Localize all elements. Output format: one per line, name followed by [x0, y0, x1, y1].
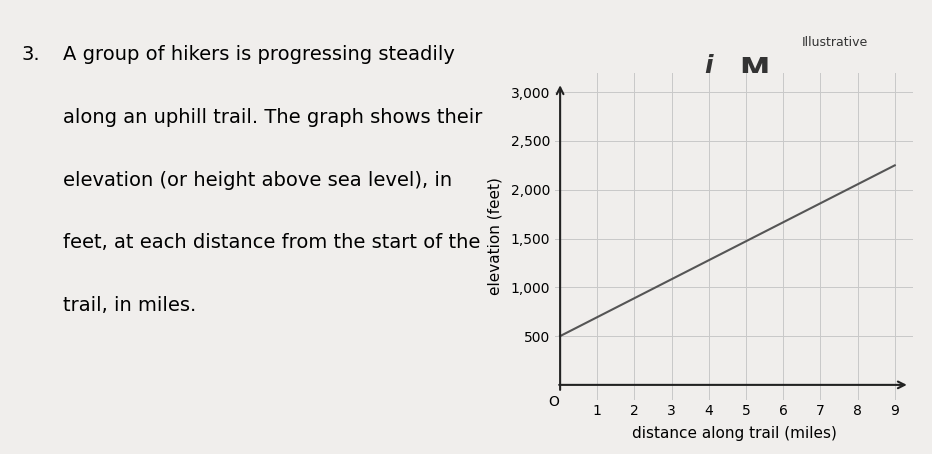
- Text: Illustrative: Illustrative: [802, 35, 868, 49]
- Text: A group of hikers is progressing steadily: A group of hikers is progressing steadil…: [63, 45, 455, 64]
- X-axis label: distance along trail (miles): distance along trail (miles): [632, 426, 836, 441]
- Y-axis label: elevation (feet): elevation (feet): [487, 177, 502, 295]
- Text: i: i: [704, 54, 713, 78]
- Text: M: M: [740, 56, 770, 85]
- Text: trail, in miles.: trail, in miles.: [63, 296, 197, 315]
- Text: O: O: [548, 395, 559, 409]
- Text: elevation (or height above sea level), in: elevation (or height above sea level), i…: [63, 171, 452, 190]
- Text: Mathematics: Mathematics: [802, 76, 883, 89]
- Text: feet, at each distance from the start of the: feet, at each distance from the start of…: [63, 233, 481, 252]
- Text: 3.: 3.: [22, 45, 41, 64]
- Text: along an uphill trail. The graph shows their: along an uphill trail. The graph shows t…: [63, 108, 483, 127]
